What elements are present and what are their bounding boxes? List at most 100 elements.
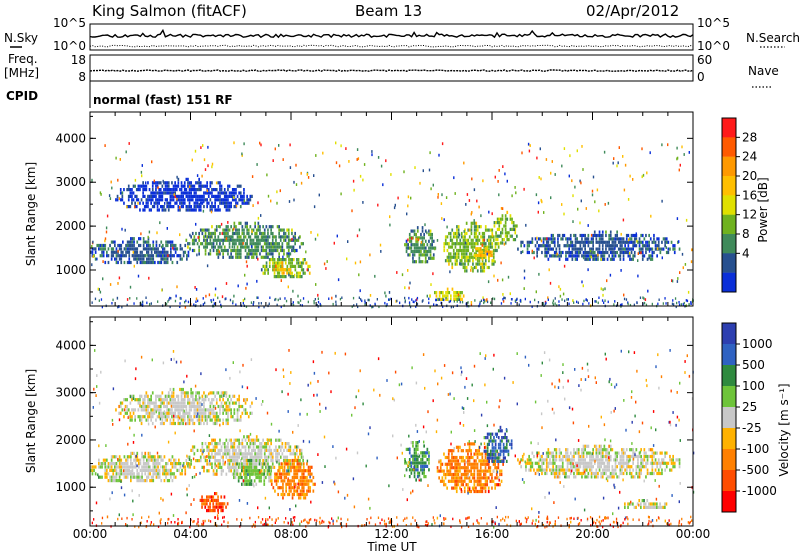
speckle-cell bbox=[604, 287, 606, 291]
data-cell bbox=[99, 462, 102, 466]
data-cell bbox=[147, 475, 150, 479]
speckle-cell bbox=[106, 214, 109, 218]
data-cell bbox=[249, 248, 252, 253]
data-cell bbox=[166, 260, 169, 265]
data-cell bbox=[412, 444, 414, 448]
data-cell bbox=[222, 462, 224, 466]
data-cell bbox=[153, 205, 156, 209]
data-cell bbox=[179, 472, 182, 476]
data-cell bbox=[508, 231, 510, 235]
data-cell bbox=[152, 468, 155, 472]
data-cell bbox=[126, 188, 128, 192]
data-cell bbox=[275, 482, 278, 486]
data-cell bbox=[601, 247, 604, 251]
data-cell bbox=[617, 247, 620, 251]
data-cell bbox=[268, 465, 270, 469]
data-cell bbox=[603, 454, 606, 459]
data-cell bbox=[259, 238, 261, 242]
data-cell bbox=[130, 240, 132, 244]
data-cell bbox=[565, 451, 567, 455]
data-cell bbox=[225, 238, 228, 242]
data-cell bbox=[306, 482, 308, 486]
data-cell bbox=[227, 235, 229, 239]
data-cell bbox=[198, 459, 200, 463]
data-cell bbox=[243, 462, 245, 466]
data-cell bbox=[255, 231, 258, 236]
data-cell bbox=[180, 181, 183, 185]
data-cell bbox=[597, 471, 599, 476]
data-cell bbox=[182, 201, 184, 205]
data-cell bbox=[207, 448, 210, 452]
data-cell bbox=[134, 465, 137, 469]
data-cell bbox=[291, 231, 293, 236]
data-cell bbox=[149, 247, 151, 251]
data-cell bbox=[667, 240, 670, 244]
data-cell bbox=[288, 486, 291, 490]
data-cell bbox=[258, 479, 261, 483]
data-cell bbox=[421, 458, 424, 462]
data-cell bbox=[415, 260, 417, 264]
data-cell bbox=[447, 452, 450, 456]
data-cell bbox=[235, 201, 237, 205]
data-cell bbox=[504, 241, 507, 245]
data-cell bbox=[630, 247, 633, 251]
data-cell bbox=[595, 233, 598, 238]
ground-cell bbox=[358, 296, 360, 299]
data-cell bbox=[412, 253, 414, 257]
speckle-cell bbox=[358, 273, 360, 277]
data-cell bbox=[622, 461, 625, 465]
data-cell bbox=[128, 468, 131, 472]
ground-cell bbox=[313, 300, 315, 303]
data-cell bbox=[460, 489, 463, 494]
data-cell bbox=[281, 465, 284, 469]
data-cell bbox=[185, 208, 188, 212]
data-cell bbox=[243, 469, 245, 473]
data-cell bbox=[252, 455, 255, 459]
data-cell bbox=[574, 240, 577, 244]
speckle-cell bbox=[632, 178, 634, 181]
data-cell bbox=[239, 184, 242, 188]
data-cell bbox=[118, 455, 121, 459]
data-cell bbox=[158, 260, 161, 265]
data-cell bbox=[222, 231, 224, 236]
data-cell bbox=[171, 243, 174, 248]
data-cell bbox=[577, 250, 580, 255]
speckle-cell bbox=[322, 151, 324, 155]
data-cell bbox=[294, 465, 297, 469]
speckle-cell bbox=[371, 153, 373, 157]
data-cell bbox=[571, 244, 574, 248]
speckle-cell bbox=[606, 279, 608, 283]
data-cell bbox=[257, 475, 259, 480]
data-cell bbox=[574, 475, 577, 479]
speckle-cell bbox=[244, 273, 246, 277]
speckle-cell bbox=[525, 223, 527, 227]
data-cell bbox=[481, 259, 484, 263]
data-cell bbox=[188, 188, 191, 192]
data-cell bbox=[239, 475, 242, 480]
data-cell bbox=[163, 257, 166, 261]
data-cell bbox=[268, 445, 271, 449]
speckle-cell bbox=[129, 285, 132, 289]
data-cell bbox=[99, 247, 102, 251]
speckle-cell bbox=[292, 289, 294, 293]
data-cell bbox=[558, 244, 561, 248]
nsky-label: N.Sky bbox=[4, 31, 38, 45]
data-cell bbox=[478, 231, 481, 236]
data-cell bbox=[472, 255, 474, 259]
data-cell bbox=[451, 287, 454, 291]
data-cell bbox=[152, 243, 155, 248]
data-cell bbox=[293, 486, 295, 490]
speckle-cell bbox=[613, 157, 615, 160]
data-cell bbox=[217, 465, 220, 469]
data-cell bbox=[473, 469, 476, 473]
data-cell bbox=[132, 198, 135, 202]
data-cell bbox=[600, 451, 602, 455]
data-cell bbox=[491, 456, 494, 460]
speckle-cell bbox=[543, 211, 545, 214]
data-cell bbox=[104, 465, 107, 469]
data-cell bbox=[130, 458, 132, 462]
data-cell bbox=[133, 458, 135, 462]
data-cell bbox=[215, 505, 218, 509]
data-cell bbox=[605, 448, 607, 452]
data-cell bbox=[505, 459, 508, 463]
